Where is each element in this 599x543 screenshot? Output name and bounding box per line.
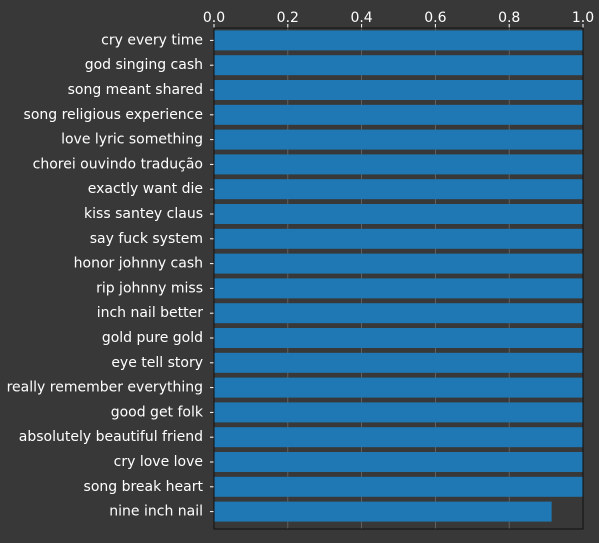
category-labels: cry every time god singing cash song meant… [7,32,204,519]
category-label: really remember everything [7,380,203,396]
bar [214,154,583,174]
category-label: inch nail better [97,305,204,321]
bar [214,130,583,150]
x-tick-label: 1.0 [572,10,594,26]
category-label: eye tell story [111,355,203,371]
bar [214,452,583,472]
bar [214,254,583,274]
category-label: good get folk [111,404,204,420]
bar [214,477,583,497]
category-label: god singing cash [85,57,203,73]
bar [214,402,583,422]
category-label: cry love love [114,454,203,470]
category-label: gold pure gold [102,330,203,346]
category-label: song religious experience [24,107,203,123]
bar [214,55,583,75]
bar [214,328,583,348]
category-label: nine inch nail [109,504,203,520]
bar [214,30,583,50]
category-label: song break heart [84,479,204,495]
category-label: love lyric something [61,132,203,148]
bar [214,278,583,298]
x-tick-label: 0.6 [424,10,446,26]
x-tick-label: 0.2 [277,10,299,26]
category-label: rip johnny miss [96,280,203,296]
bar [214,502,552,522]
bar [214,378,583,398]
category-label: absolutely beautiful friend [19,429,203,445]
bar [214,427,583,447]
category-label: honor johnny cash [74,256,203,272]
x-tick-label: 0.0 [203,10,225,26]
x-tick-label: 0.4 [350,10,372,26]
x-tick-labels: 0.0 0.2 0.4 0.6 0.8 1.0 [203,10,594,26]
bar [214,105,583,125]
bars [214,30,583,521]
bar [214,353,583,373]
category-label: kiss santey claus [84,206,203,222]
category-label: say fuck system [90,231,203,247]
bar [214,179,583,199]
category-label: song meant shared [68,82,203,98]
x-tick-label: 0.8 [498,10,520,26]
bar [214,80,583,100]
category-label: exactly want die [88,181,203,197]
category-label: cry every time [101,32,203,48]
bar [214,204,583,224]
bar [214,229,583,249]
bar [214,303,583,323]
category-label: chorei ouvindo tradução [33,156,203,172]
